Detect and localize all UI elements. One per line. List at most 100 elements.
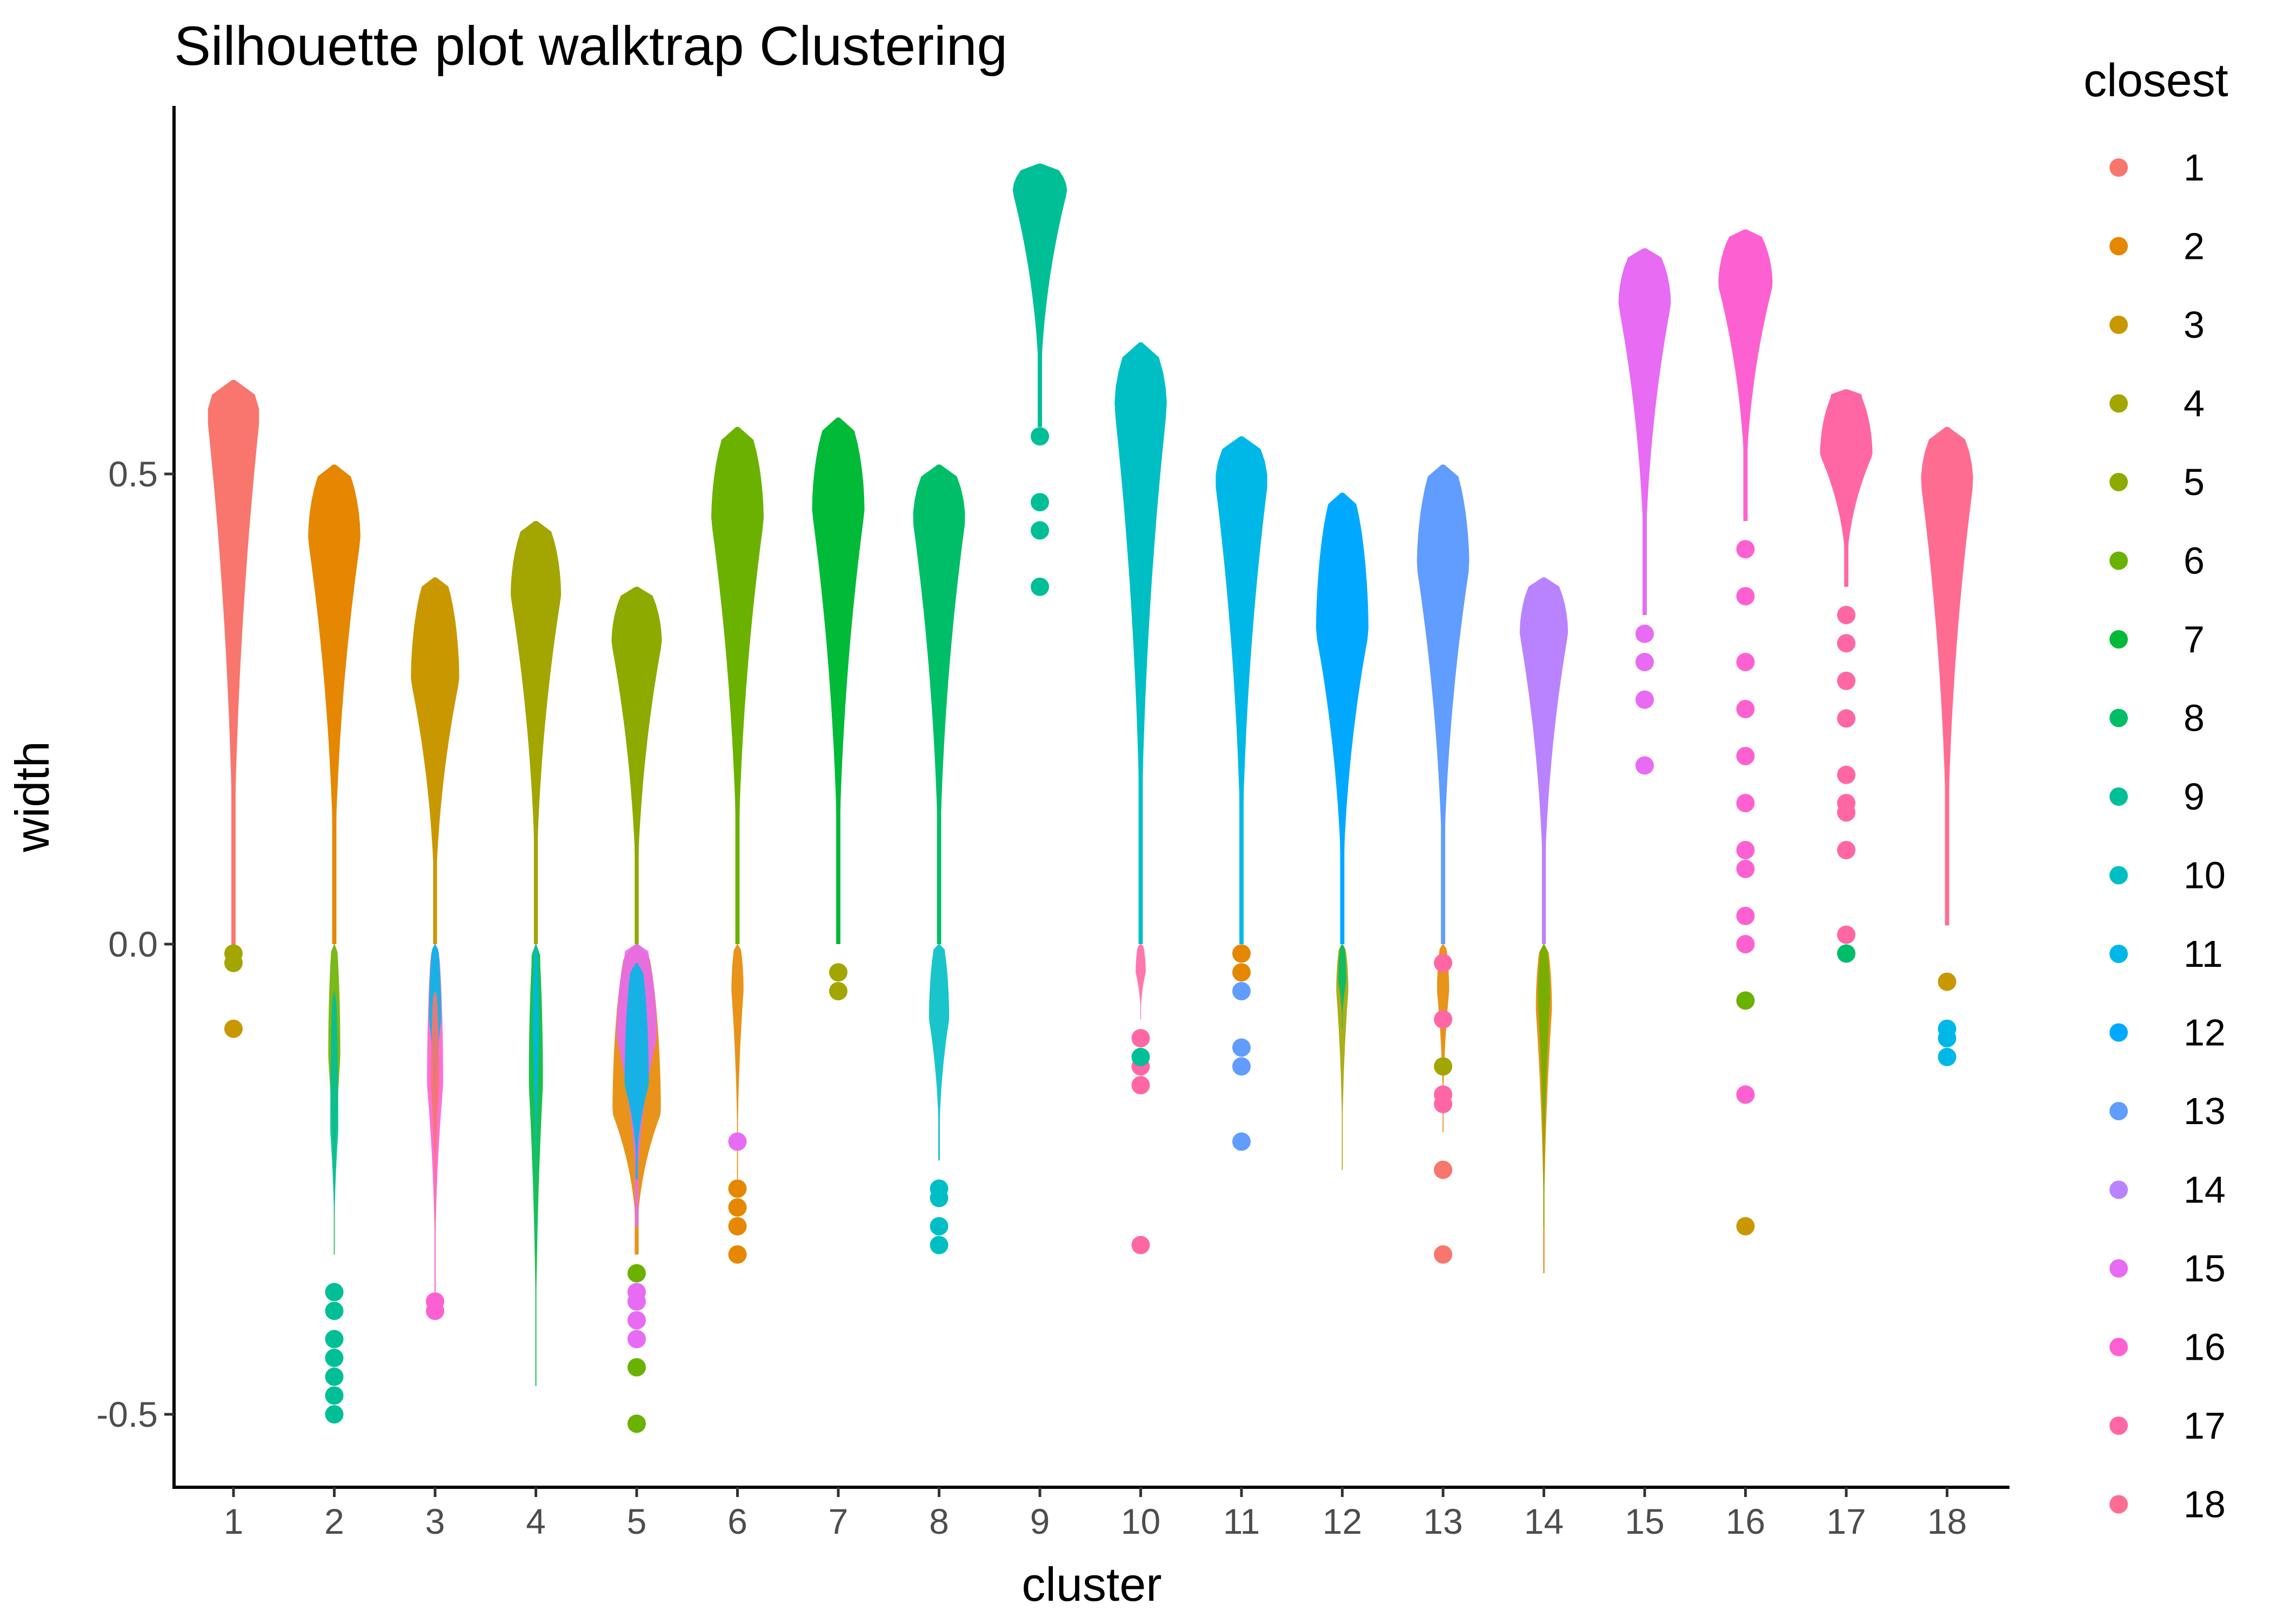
violin-shape <box>1519 577 1568 944</box>
data-point <box>1434 1010 1452 1029</box>
violin-group <box>812 417 865 1000</box>
violin-shape-negative <box>1437 944 1450 1132</box>
violin-shape-negative <box>1136 944 1146 1020</box>
x-tick-label: 6 <box>727 1501 747 1541</box>
data-point <box>829 963 847 982</box>
legend-label: 16 <box>2184 1326 2226 1368</box>
x-tick-label: 2 <box>324 1501 344 1541</box>
violin-shape <box>411 577 459 944</box>
legend-key <box>2109 866 2128 885</box>
violin-group <box>913 464 965 1254</box>
x-tick-label: 4 <box>526 1501 546 1541</box>
legend-label: 8 <box>2184 697 2205 739</box>
data-point <box>1837 765 1855 784</box>
y-axis: 0.5 0.0 -0.5 <box>96 454 174 1434</box>
violin-shape <box>1012 163 1067 427</box>
data-point <box>1736 935 1755 953</box>
data-point <box>1031 427 1049 446</box>
data-point <box>1232 1057 1251 1076</box>
data-point <box>930 1188 949 1207</box>
violin-shape <box>1820 389 1873 587</box>
violin-group <box>1519 577 1568 1273</box>
data-point <box>1434 1245 1452 1264</box>
data-point <box>1837 841 1855 859</box>
data-point <box>1938 1029 1957 1047</box>
legend-label: 4 <box>2184 383 2205 425</box>
data-point <box>325 1329 344 1348</box>
violin-group <box>1114 342 1167 1254</box>
data-point <box>728 1198 747 1217</box>
data-point <box>1736 587 1755 606</box>
legend-key <box>2109 316 2128 334</box>
legend-key <box>2109 630 2128 649</box>
data-point <box>1736 841 1755 859</box>
data-point <box>1232 1132 1251 1151</box>
data-point <box>1131 1029 1150 1047</box>
legend-key <box>2109 158 2128 177</box>
violin-shape-negative <box>624 963 649 1179</box>
data-point <box>325 1405 344 1423</box>
legend-label: 18 <box>2184 1483 2226 1526</box>
x-tick-label: 3 <box>425 1501 445 1541</box>
violin-shape <box>1316 492 1368 944</box>
violin-group <box>611 586 662 1433</box>
data-point <box>627 1329 646 1348</box>
legend-key <box>2109 1495 2128 1514</box>
legend-key <box>2109 1259 2128 1278</box>
data-point <box>1131 1076 1150 1094</box>
data-point <box>1434 1160 1452 1179</box>
data-point <box>1031 577 1049 596</box>
violin-group <box>1417 464 1470 1264</box>
violin-group <box>1316 492 1368 1170</box>
legend-label: 2 <box>2184 225 2205 268</box>
violin-shape <box>510 521 562 944</box>
data-point <box>325 1367 344 1386</box>
data-point <box>1131 1235 1150 1254</box>
data-point <box>1736 653 1755 671</box>
data-point <box>728 1217 747 1235</box>
violin-shape <box>611 586 662 944</box>
x-tick-label: 14 <box>1524 1501 1564 1541</box>
data-point <box>1434 953 1452 972</box>
data-point <box>1736 859 1755 878</box>
data-point <box>1635 756 1654 775</box>
violin-shape <box>913 464 965 944</box>
data-point <box>1736 747 1755 765</box>
data-point <box>1736 700 1755 718</box>
x-tick-label: 8 <box>929 1501 949 1541</box>
violin-shape-negative <box>431 991 439 1226</box>
violin-shape <box>1216 436 1267 944</box>
violin-shape <box>1114 342 1167 944</box>
legend-label: 15 <box>2184 1247 2226 1289</box>
legend-label: 13 <box>2184 1090 2226 1132</box>
violin-group <box>1618 248 1671 775</box>
data-point <box>1232 963 1251 982</box>
legend-title: closest <box>2084 55 2228 106</box>
legend-key <box>2109 1338 2128 1356</box>
data-point <box>728 1132 747 1151</box>
violin-group <box>510 521 562 1386</box>
data-point <box>325 1348 344 1367</box>
violin-shape-negative <box>731 944 744 1179</box>
legend-label: 10 <box>2184 854 2226 897</box>
violin-shape <box>1417 464 1470 944</box>
violin-shape-negative <box>330 991 338 1255</box>
legend-label: 14 <box>2184 1169 2226 1211</box>
data-point <box>1635 653 1654 671</box>
y-tick-label: 0.5 <box>108 454 158 494</box>
legend-label: 3 <box>2184 304 2205 346</box>
y-axis-title: width <box>5 741 59 852</box>
legend-key <box>2109 1180 2128 1199</box>
violin-group <box>1921 427 1973 1066</box>
data-point <box>627 1414 646 1433</box>
data-point <box>426 1301 444 1320</box>
data-point <box>1837 606 1855 624</box>
data-point <box>1837 671 1855 690</box>
plot-area <box>208 163 1973 1433</box>
legend-label: 17 <box>2184 1405 2226 1447</box>
data-point <box>1938 972 1957 991</box>
data-point <box>1031 493 1049 512</box>
